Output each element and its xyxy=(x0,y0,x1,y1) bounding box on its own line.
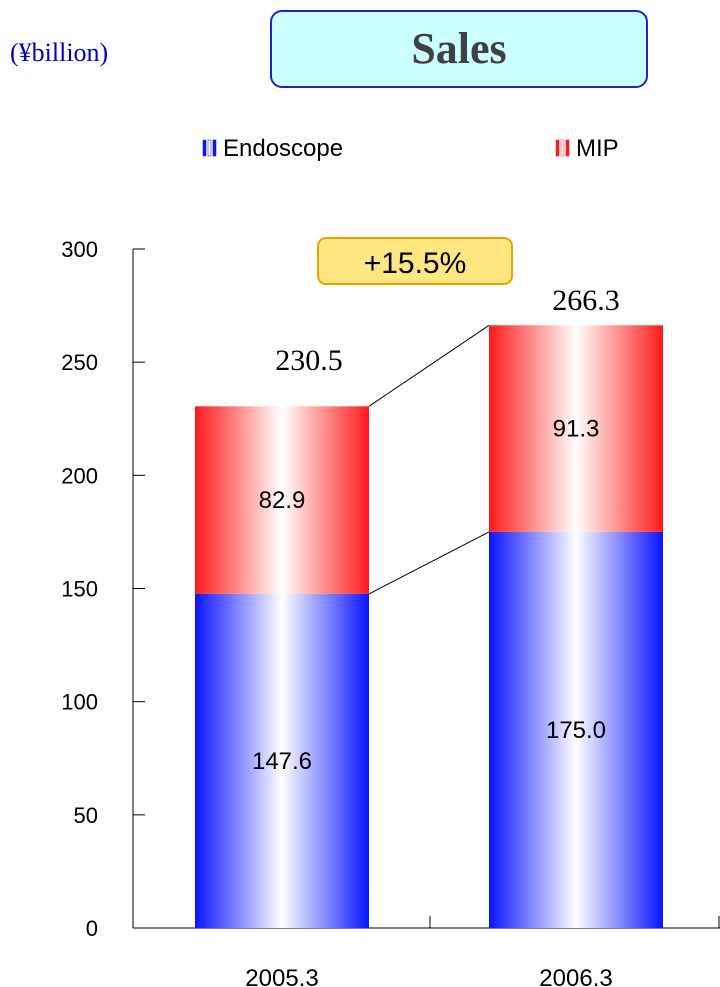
x-tick-label: 2005.3 xyxy=(245,965,318,987)
bar-endoscope-2005.3 xyxy=(195,593,369,928)
y-tick-label: 0 xyxy=(86,916,98,941)
growth-badge xyxy=(317,237,513,285)
y-tick-label: 150 xyxy=(61,577,98,602)
growth-badge-text: +15.5% xyxy=(364,247,467,280)
legend-swatch xyxy=(202,139,207,157)
unit-label: (¥billion) xyxy=(10,38,109,67)
bar-endoscope-2006.3 xyxy=(489,531,663,928)
connector-line-endoscope xyxy=(368,531,490,595)
total-label-2006: 266.3 xyxy=(552,284,620,317)
y-tick-label: 200 xyxy=(61,463,98,488)
legend-swatch xyxy=(565,139,570,157)
legend-item-endoscope: Endoscope xyxy=(202,135,343,162)
legend-swatch xyxy=(207,139,212,157)
total-label-2005: 230.5 xyxy=(275,344,343,377)
y-tick-label: 250 xyxy=(61,350,98,375)
chart-title: Sales xyxy=(270,10,648,88)
connector-line-total xyxy=(368,324,490,407)
data-label: 175.0 xyxy=(546,717,606,744)
data-label: 147.6 xyxy=(252,748,312,775)
legend-swatch xyxy=(212,139,217,157)
bar-mip-2005.3 xyxy=(195,406,369,594)
legend-label: MIP xyxy=(576,135,619,162)
data-label: 91.3 xyxy=(553,416,600,443)
legend-item-mip: MIP xyxy=(555,135,619,162)
bar-mip-2006.3 xyxy=(489,325,663,532)
legend-swatch xyxy=(560,139,565,157)
data-label: 82.9 xyxy=(259,487,306,514)
legend-label: Endoscope xyxy=(223,135,343,162)
y-tick-label: 50 xyxy=(74,803,98,828)
x-tick-label: 2006.3 xyxy=(539,965,612,987)
y-tick-label: 100 xyxy=(61,690,98,715)
legend-swatch xyxy=(555,139,560,157)
y-tick-label: 300 xyxy=(61,237,98,262)
